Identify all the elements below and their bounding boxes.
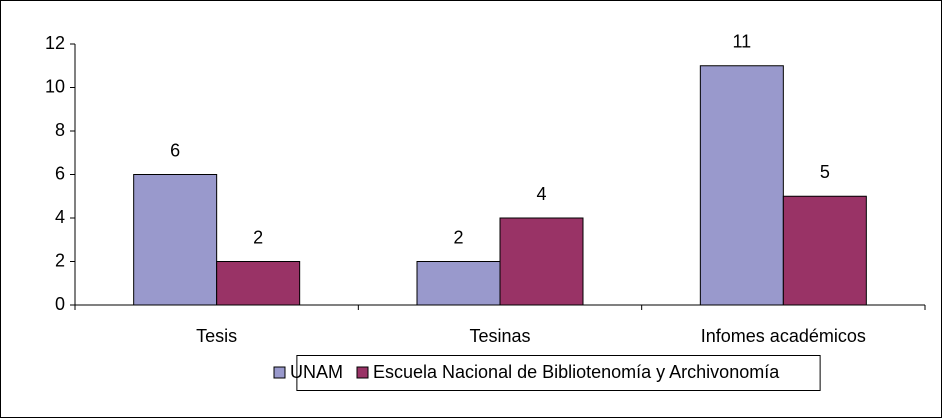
bar [216, 261, 301, 306]
y-tick-label: 6 [55, 163, 65, 183]
y-tick-label: 8 [55, 120, 65, 140]
bar [699, 65, 784, 306]
x-tick-label: Infomes académicos [701, 326, 866, 346]
x-tick-label: Tesis [196, 326, 237, 346]
data-label: 2 [253, 227, 263, 247]
y-tick-label: 4 [55, 207, 65, 227]
y-tick-label: 12 [45, 33, 65, 53]
legend-label: UNAM [290, 362, 343, 382]
legend-box [296, 355, 821, 391]
legend-label: Escuela Nacional de Bibliotenomía y Arch… [373, 362, 780, 382]
data-label: 5 [820, 162, 830, 182]
data-label: 4 [536, 184, 546, 204]
bar [499, 217, 584, 306]
legend-swatch [273, 366, 286, 379]
bar [416, 261, 501, 306]
y-tick-label: 2 [55, 250, 65, 270]
data-label: 2 [453, 227, 463, 247]
legend-swatch [356, 366, 369, 379]
data-label: 11 [732, 32, 751, 52]
bar [133, 174, 218, 306]
x-tick-label: Tesinas [469, 326, 530, 346]
data-label: 6 [170, 140, 180, 160]
y-tick-label: 0 [55, 294, 65, 314]
y-tick-label: 10 [45, 76, 65, 96]
bar [782, 195, 867, 306]
